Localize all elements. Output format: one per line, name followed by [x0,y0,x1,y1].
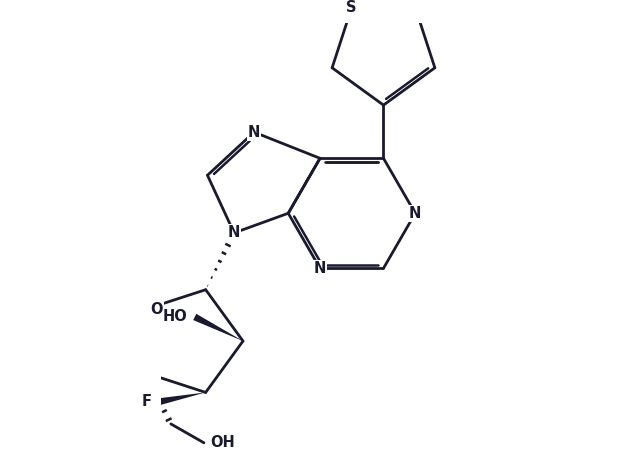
Text: N: N [409,206,421,221]
Polygon shape [193,314,243,341]
Text: N: N [314,261,326,276]
Text: OH: OH [211,435,235,450]
Text: O: O [150,302,163,317]
Text: F: F [141,394,152,409]
Text: HO: HO [163,309,187,324]
Text: S: S [346,0,357,15]
Text: N: N [228,226,240,241]
Text: N: N [248,125,260,140]
Polygon shape [158,392,205,405]
